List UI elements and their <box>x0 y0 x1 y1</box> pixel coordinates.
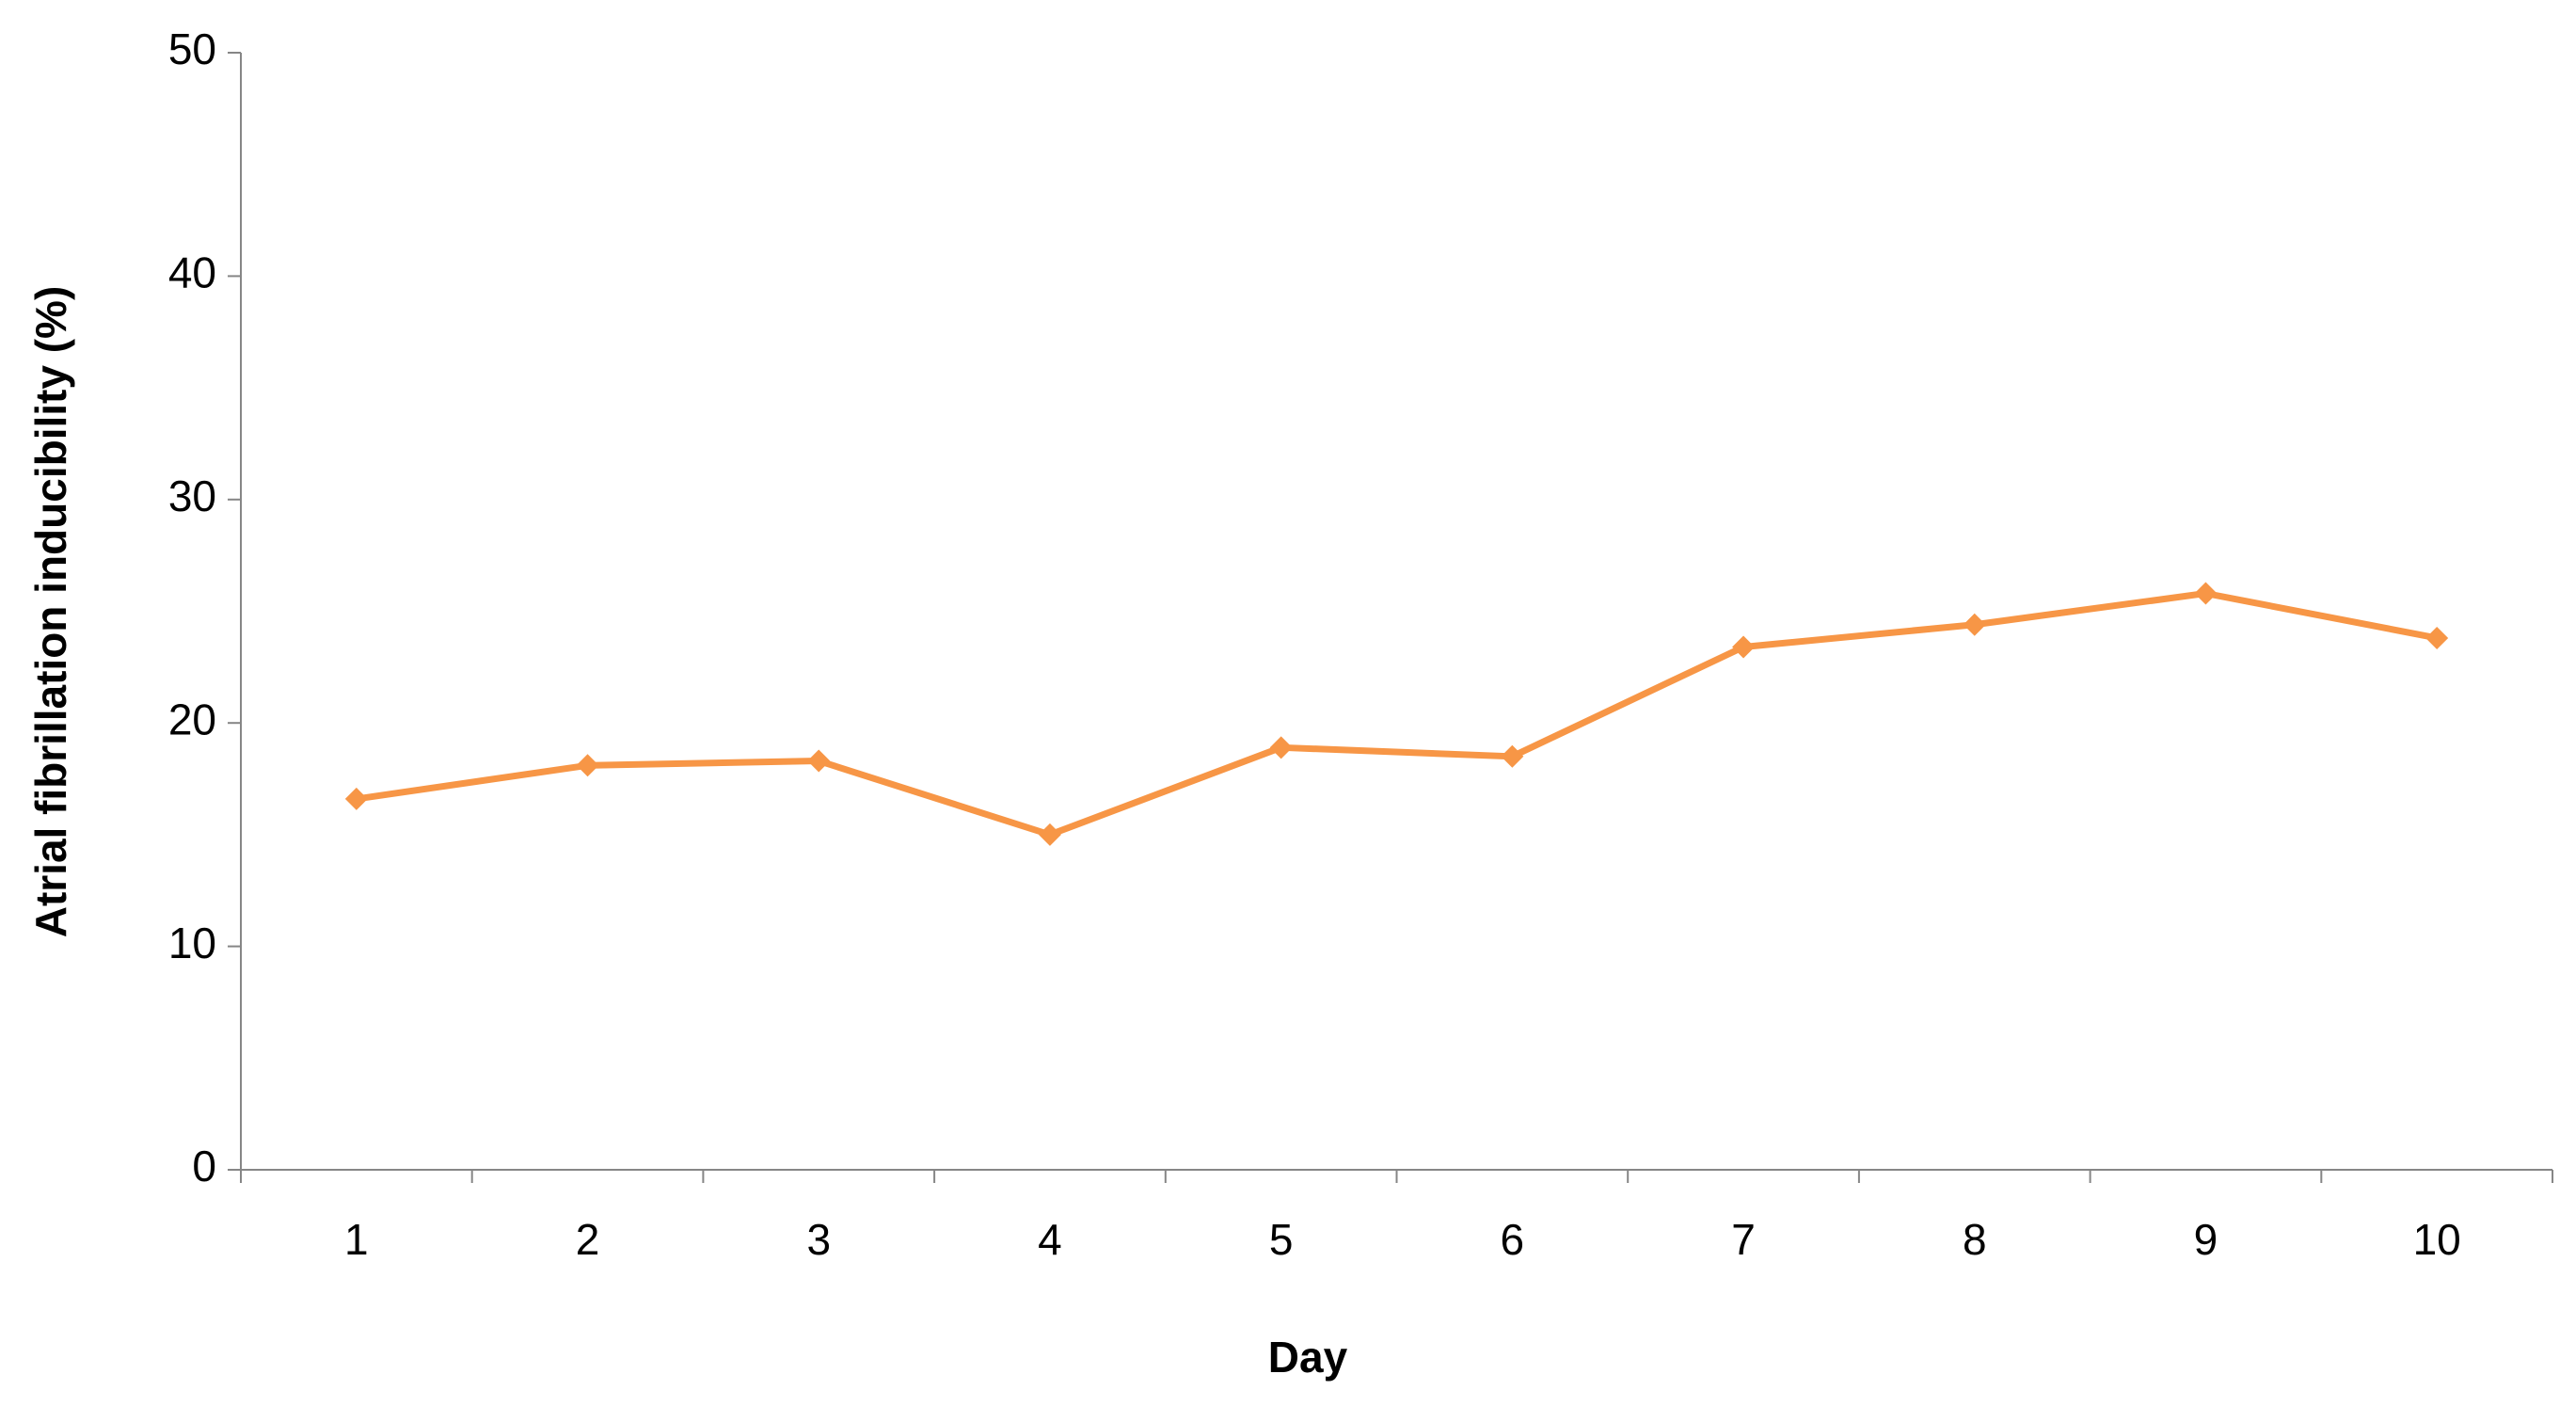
x-tick-label: 5 <box>1269 1215 1294 1264</box>
marker <box>1963 613 1986 636</box>
x-tick-label: 2 <box>576 1215 600 1264</box>
marker <box>1501 744 1524 768</box>
marker <box>1269 736 1293 759</box>
y-tick-label: 50 <box>168 24 216 73</box>
x-tick-label: 4 <box>1038 1215 1062 1264</box>
y-tick-label: 40 <box>168 248 216 297</box>
marker <box>2194 582 2218 605</box>
y-tick-label: 30 <box>168 471 216 520</box>
marker <box>344 787 368 810</box>
y-axis-title: Atrial fibrillation inducibility (%) <box>26 286 75 938</box>
marker <box>2425 626 2449 649</box>
marker <box>1732 635 1756 659</box>
y-tick-label: 0 <box>192 1142 216 1190</box>
x-tick-label: 3 <box>806 1215 831 1264</box>
y-tick-label: 20 <box>168 695 216 743</box>
x-tick-label: 1 <box>344 1215 369 1264</box>
line <box>356 590 2438 839</box>
x-tick-label: 8 <box>1963 1215 1987 1264</box>
x-tick-label: 6 <box>1501 1215 1525 1264</box>
x-tick-label: 9 <box>2194 1215 2218 1264</box>
x-tick-label: 10 <box>2413 1215 2461 1264</box>
marker <box>576 754 599 777</box>
x-axis-title: Day <box>1268 1333 1348 1382</box>
y-tick-label: 10 <box>168 919 216 967</box>
marker <box>807 749 831 773</box>
x-tick-label: 7 <box>1731 1215 1756 1264</box>
marker <box>1038 823 1061 846</box>
